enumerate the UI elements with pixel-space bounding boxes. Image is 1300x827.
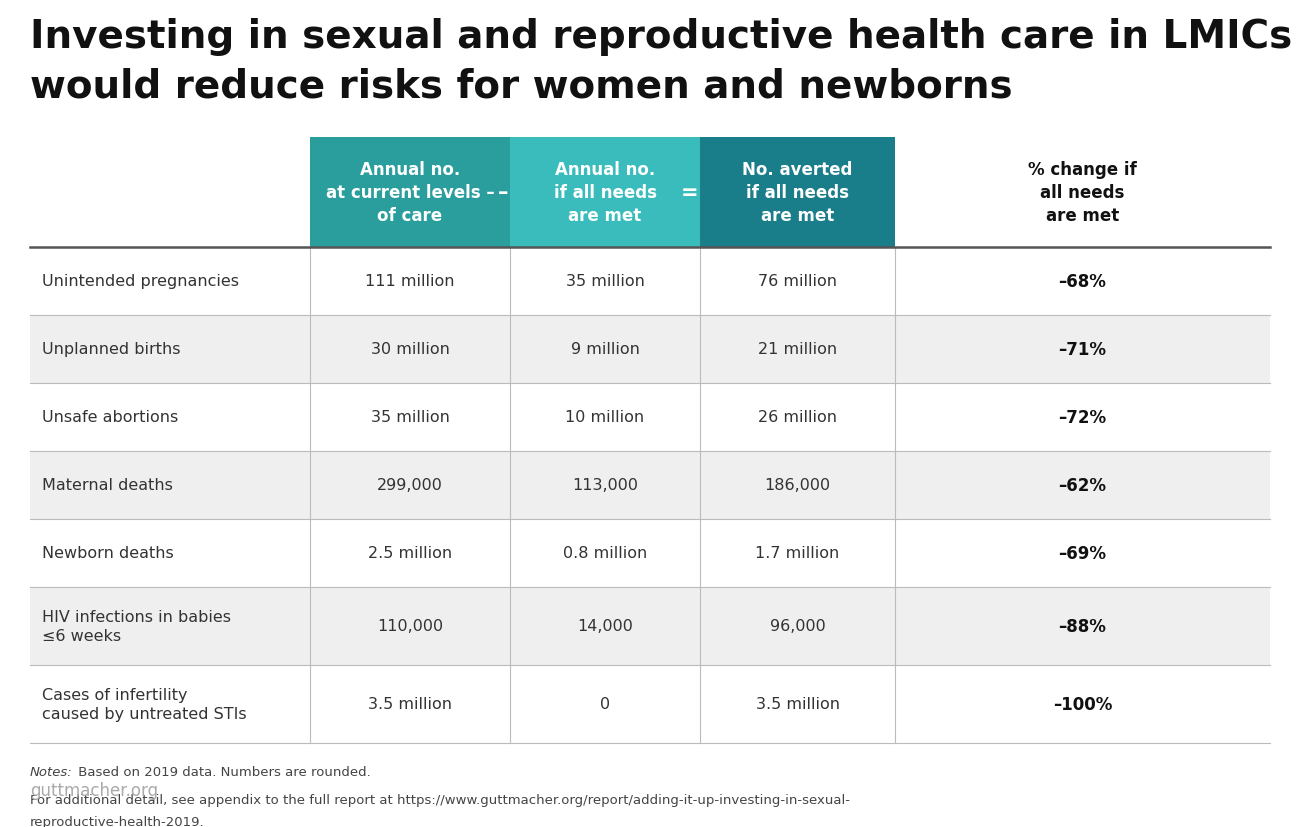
Text: 30 million: 30 million	[370, 342, 450, 357]
Text: Unplanned births: Unplanned births	[42, 342, 181, 357]
Text: 186,000: 186,000	[764, 478, 831, 493]
Text: Unsafe abortions: Unsafe abortions	[42, 410, 178, 425]
Text: Unintended pregnancies: Unintended pregnancies	[42, 275, 239, 289]
Text: Cases of infertility
caused by untreated STIs: Cases of infertility caused by untreated…	[42, 687, 247, 721]
Text: would reduce risks for women and newborns: would reduce risks for women and newborn…	[30, 68, 1013, 106]
Bar	[30, 316, 1270, 384]
Text: 9 million: 9 million	[571, 342, 640, 357]
Bar	[309, 138, 510, 248]
Text: 96,000: 96,000	[770, 619, 826, 633]
Text: –: –	[498, 183, 508, 203]
Bar	[30, 519, 1270, 587]
Bar	[30, 587, 1270, 665]
Text: 35 million: 35 million	[370, 410, 450, 425]
Text: Newborn deaths: Newborn deaths	[42, 546, 174, 561]
Text: Investing in sexual and reproductive health care in LMICs: Investing in sexual and reproductive hea…	[30, 18, 1292, 56]
Text: guttmacher.org: guttmacher.org	[30, 781, 159, 799]
Text: 26 million: 26 million	[758, 410, 837, 425]
Text: 2.5 million: 2.5 million	[368, 546, 452, 561]
Bar	[30, 248, 1270, 316]
Text: –88%: –88%	[1058, 617, 1106, 635]
Text: 299,000: 299,000	[377, 478, 443, 493]
Bar	[510, 138, 699, 248]
Bar	[30, 452, 1270, 519]
Text: =: =	[680, 183, 698, 203]
Text: 3.5 million: 3.5 million	[755, 696, 840, 712]
Text: 111 million: 111 million	[365, 275, 455, 289]
Text: reproductive-health-2019.: reproductive-health-2019.	[30, 815, 204, 827]
Text: –100%: –100%	[1053, 696, 1113, 713]
Text: 76 million: 76 million	[758, 275, 837, 289]
Text: Annual no.
at current levels –
of care: Annual no. at current levels – of care	[326, 161, 494, 225]
Text: 14,000: 14,000	[577, 619, 633, 633]
Text: –62%: –62%	[1058, 476, 1106, 495]
Bar	[699, 138, 894, 248]
Text: Based on 2019 data. Numbers are rounded.: Based on 2019 data. Numbers are rounded.	[74, 765, 370, 778]
Text: % change if
all needs
are met: % change if all needs are met	[1028, 161, 1138, 225]
Text: –72%: –72%	[1058, 409, 1106, 427]
Text: Annual no.
if all needs
are met: Annual no. if all needs are met	[554, 161, 656, 225]
Text: –71%: –71%	[1058, 341, 1106, 359]
Text: 0.8 million: 0.8 million	[563, 546, 647, 561]
Text: 35 million: 35 million	[566, 275, 645, 289]
Text: Notes:: Notes:	[30, 765, 73, 778]
Text: 113,000: 113,000	[572, 478, 638, 493]
Text: For additional detail, see appendix to the full report at https://www.guttmacher: For additional detail, see appendix to t…	[30, 793, 850, 806]
Bar	[30, 384, 1270, 452]
Text: 10 million: 10 million	[566, 410, 645, 425]
Text: 3.5 million: 3.5 million	[368, 696, 452, 712]
Text: –68%: –68%	[1058, 273, 1106, 290]
Text: HIV infections in babies
≤6 weeks: HIV infections in babies ≤6 weeks	[42, 609, 231, 643]
Bar	[30, 665, 1270, 743]
Text: 21 million: 21 million	[758, 342, 837, 357]
Text: 1.7 million: 1.7 million	[755, 546, 840, 561]
Text: Maternal deaths: Maternal deaths	[42, 478, 173, 493]
Text: 0: 0	[599, 696, 610, 712]
Text: –69%: –69%	[1058, 544, 1106, 562]
Text: 110,000: 110,000	[377, 619, 443, 633]
Text: No. averted
if all needs
are met: No. averted if all needs are met	[742, 161, 853, 225]
